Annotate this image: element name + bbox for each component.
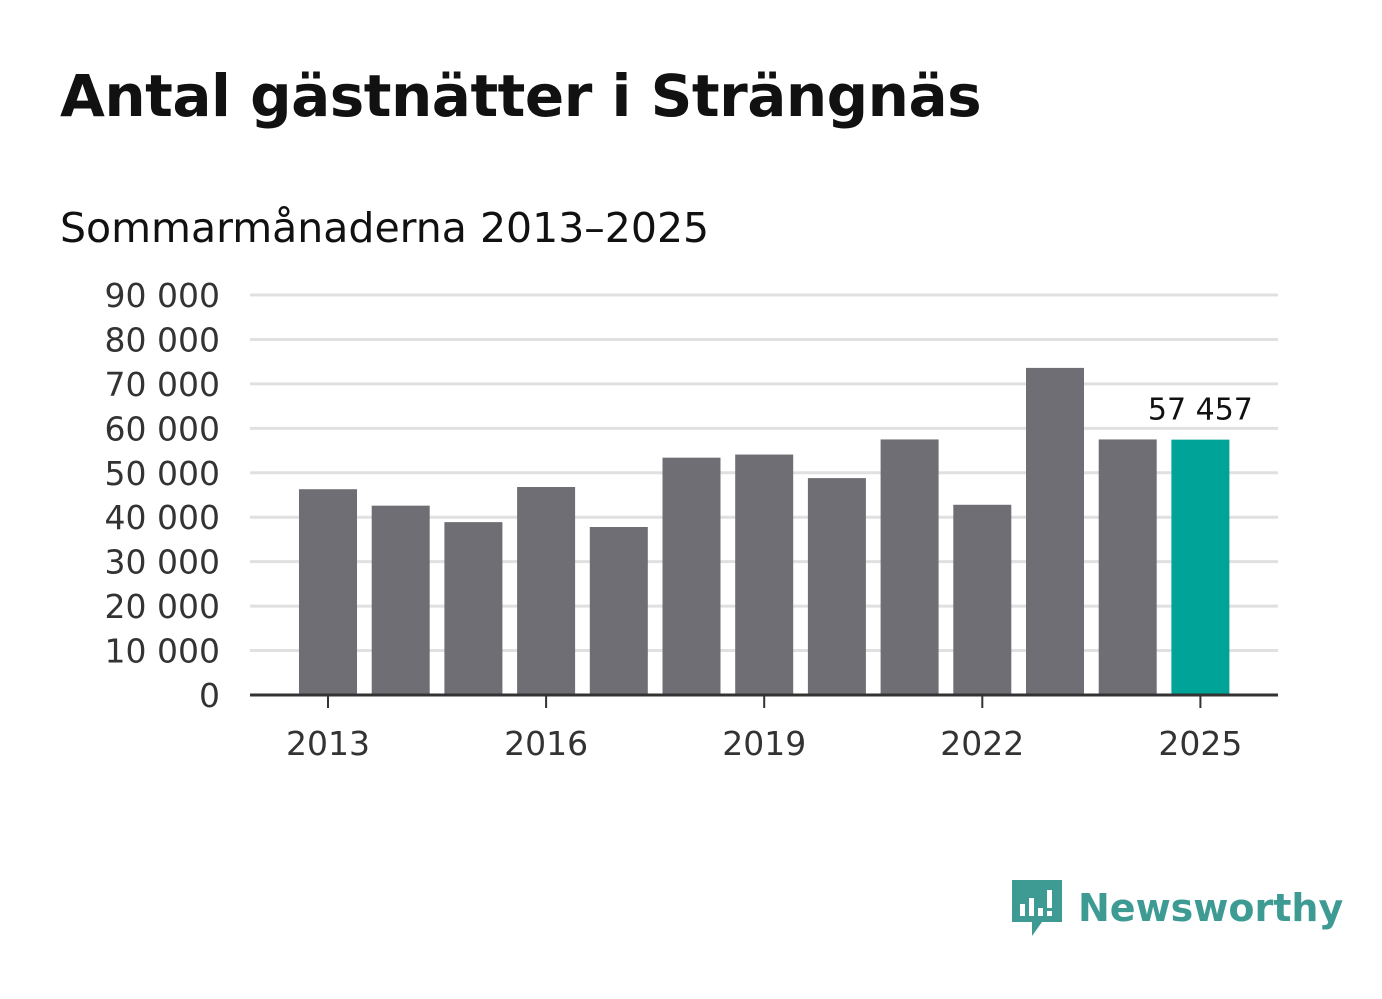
bar: [953, 504, 1012, 695]
y-tick-label: 70 000: [105, 365, 220, 404]
bar: [1171, 439, 1230, 695]
y-tick-label: 0: [199, 676, 220, 715]
data-label: 57 457: [1148, 393, 1253, 428]
y-tick-label: 30 000: [105, 543, 220, 582]
x-tick-label: 2013: [286, 724, 370, 763]
y-tick-label: 60 000: [105, 409, 220, 448]
bar: [299, 489, 357, 695]
bar: [735, 454, 794, 695]
brand-name: Newsworthy: [1078, 886, 1344, 930]
x-tick-label: 2025: [1158, 724, 1242, 763]
bar: [589, 527, 648, 695]
chat-bar-chart-icon: [1012, 880, 1062, 936]
y-tick-label: 80 000: [105, 320, 220, 359]
bar: [807, 478, 866, 695]
chart-subtitle: Sommarmånaderna 2013–2025: [60, 204, 710, 252]
bar: [1098, 439, 1157, 695]
bar: [662, 457, 721, 695]
x-tick-label: 2016: [504, 724, 588, 763]
y-tick-label: 50 000: [105, 454, 220, 493]
chart-title: Antal gästnätter i Strängnäs: [60, 62, 982, 130]
bar: [1026, 367, 1084, 695]
bar: [880, 439, 939, 695]
y-tick-label: 90 000: [105, 276, 220, 315]
x-tick-label: 2022: [940, 724, 1024, 763]
bar: [444, 522, 503, 695]
y-tick-label: 20 000: [105, 587, 220, 626]
bar: [371, 505, 430, 695]
newsworthy-logo: Newsworthy: [1010, 878, 1343, 938]
y-tick-label: 40 000: [105, 498, 220, 537]
x-tick-label: 2019: [722, 724, 806, 763]
bar: [517, 487, 576, 695]
y-tick-label: 10 000: [105, 632, 220, 671]
